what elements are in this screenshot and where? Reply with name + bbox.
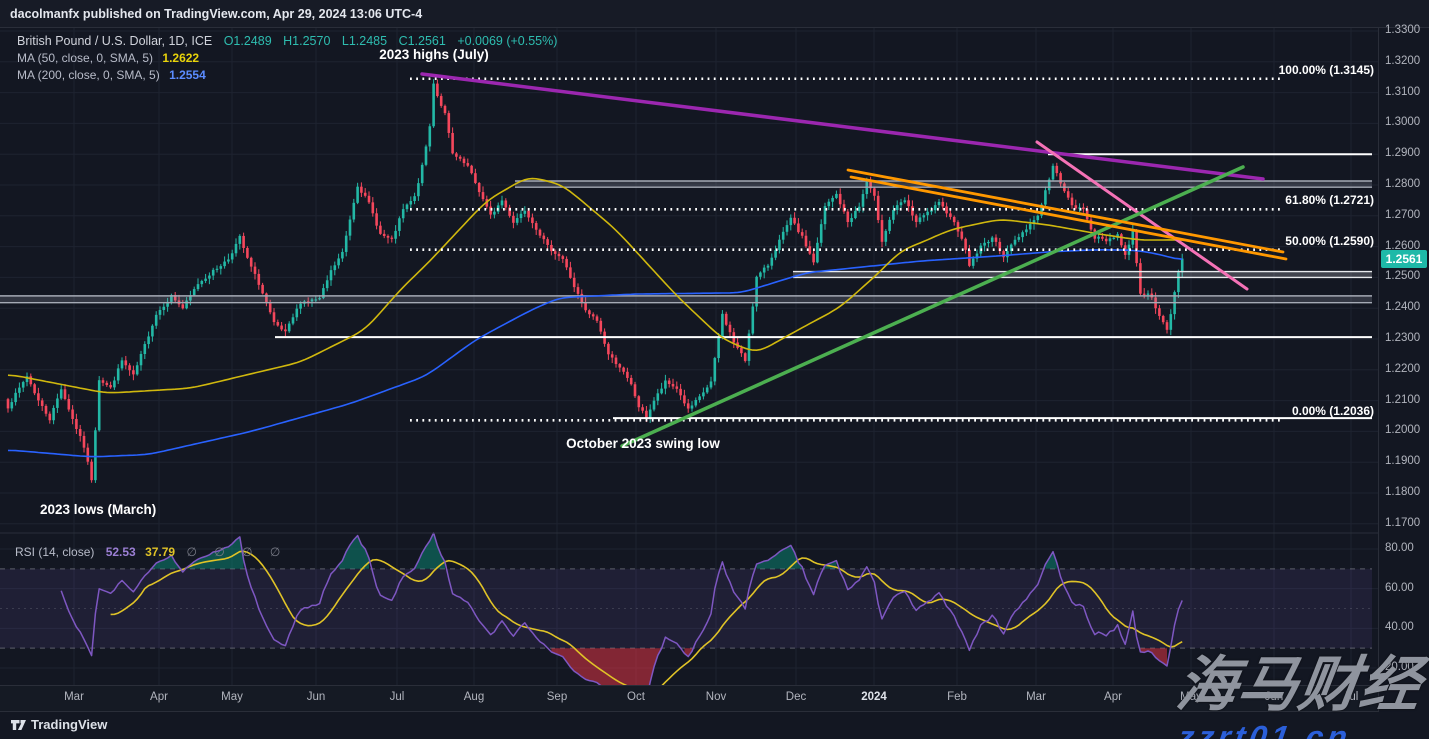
time-tick-label: Jun [1264, 691, 1284, 703]
rsi-overbought-fill [414, 532, 445, 569]
price-tick-label: 1.3100 [1385, 85, 1421, 98]
rsi-overbought-fill [152, 555, 179, 569]
time-tick-label: Jul [1343, 691, 1359, 703]
uptrend-from-october-low[interactable] [620, 165, 1245, 448]
rsi-tick-label: 60.00 [1385, 581, 1414, 594]
price-tick-label: 1.2000 [1385, 424, 1421, 437]
tradingview-logo-icon [11, 720, 26, 730]
downtrend-from-2023-highs[interactable] [420, 72, 1265, 181]
rsi-label: RSI (14, close) [15, 545, 95, 559]
price-tick-label: 1.3000 [1385, 116, 1421, 129]
publish-info-bar: dacolmanfx published on TradingView.com,… [0, 0, 1429, 28]
rsi-line[interactable] [60, 532, 1183, 699]
ma200-label: MA (200, close, 0, SMA, 5) [17, 68, 160, 82]
price-tick-label: 1.2700 [1385, 208, 1421, 221]
price-tick-label: 1.3200 [1385, 54, 1421, 67]
price-axis[interactable]: 1.2561 1.3300 1.3200 1.3100 1.3000 1.2900 1.2… [1378, 24, 1429, 712]
price-tick-label: 1.2200 [1385, 362, 1421, 375]
rsi-tick-label: 20.00 [1385, 660, 1414, 673]
rsi-oversold-fill [551, 648, 662, 685]
zone-1p28[interactable] [515, 180, 1372, 188]
zone-1p2430[interactable] [0, 295, 1372, 304]
time-tick-label: Mar [64, 691, 84, 703]
price-tick-label: 1.2900 [1385, 147, 1421, 160]
time-tick-label: Oct [627, 691, 645, 703]
ma200-line[interactable] [7, 249, 1183, 458]
time-tick-label: Mar [1026, 691, 1046, 703]
rsi-placeholder-values: ∅ ∅ ∅ ∅ [186, 545, 288, 559]
symbol-title: British Pound / U.S. Dollar, 1D, ICE [17, 34, 213, 48]
symbol-legend-row[interactable]: British Pound / U.S. Dollar, 1D, ICE O1.… [17, 33, 557, 49]
publish-info-text: dacolmanfx published on TradingView.com,… [10, 7, 423, 21]
tradingview-logo[interactable]: TradingView [10, 716, 107, 733]
time-tick-label: Nov [705, 691, 727, 703]
rsi-oversold-fill [1140, 648, 1167, 666]
time-tick-label: Feb [947, 691, 967, 703]
rsi-ma-value: 37.79 [145, 545, 176, 559]
rsi-overbought-fill [186, 536, 244, 569]
change-value: +0.0069 (+0.55%) [457, 34, 558, 48]
ohlc-high: H1.2570 [283, 34, 331, 48]
time-tick-label: May [1180, 691, 1202, 703]
time-axis[interactable]: Mar Apr May Jun Jul Aug Sep Oct Nov Dec 2024 Feb Mar… [0, 685, 1378, 712]
ma50-line[interactable] [7, 177, 1183, 394]
price-tick-label: 1.2500 [1385, 270, 1421, 283]
current-price-label: 1.2561 [1381, 249, 1427, 268]
ma50-legend-row[interactable]: MA (50, close, 0, SMA, 5) 1.2622 [17, 50, 557, 66]
footer-bar: TradingView [0, 713, 1429, 739]
price-tick-label: 1.2800 [1385, 178, 1421, 190]
ma50-value: 1.2622 [162, 51, 200, 65]
time-tick-label: 2024 [861, 691, 887, 703]
price-tick-label: 1.2600 [1385, 239, 1421, 252]
ma200-legend-row[interactable]: MA (200, close, 0, SMA, 5) 1.2554 [17, 67, 557, 83]
time-tick-label: May [221, 691, 243, 703]
candlestick-series [6, 79, 1184, 483]
price-tick-label: 1.2300 [1385, 332, 1421, 344]
price-tick-label: 1.1700 [1385, 516, 1421, 529]
time-tick-label: Aug [463, 691, 485, 703]
plot-area[interactable] [0, 28, 1378, 699]
ma50-label: MA (50, close, 0, SMA, 5) [17, 51, 154, 65]
price-tick-label: 1.1900 [1385, 455, 1421, 468]
orange-channel-upper[interactable] [846, 168, 1285, 254]
price-tick-label: 1.1800 [1385, 486, 1421, 498]
ohlc-close: C1.2561 [398, 34, 446, 48]
time-tick-label: Sep [546, 691, 568, 703]
ohlc-open: O1.2489 [223, 34, 272, 48]
rsi-tick-label: 40.00 [1385, 621, 1414, 634]
price-tick-label: 1.2100 [1385, 393, 1421, 406]
rsi-overbought-fill [756, 545, 803, 569]
time-tick-label: Apr [150, 691, 168, 703]
time-tick-label: Jun [306, 691, 326, 703]
rsi-overbought-fill [338, 535, 369, 569]
time-tick-label: Apr [1104, 691, 1122, 703]
price-tick-label: 1.2400 [1385, 301, 1421, 314]
orange-channel-lower[interactable] [849, 175, 1288, 261]
rsi-tick-label: 80.00 [1385, 542, 1414, 554]
time-tick-label: Dec [785, 691, 807, 703]
rsi-value: 52.53 [105, 545, 136, 559]
ma200-value: 1.2554 [169, 68, 206, 82]
tradingview-logo-text: TradingView [31, 717, 108, 732]
rsi-ma-line[interactable] [110, 550, 1183, 692]
time-tick-label: Jul [389, 691, 405, 703]
ohlc-low: L1.2485 [341, 34, 388, 48]
zone-1p2510[interactable] [793, 270, 1372, 279]
steep-downtrend-pink[interactable] [1035, 140, 1249, 291]
price-tick-label: 1.3300 [1385, 24, 1421, 36]
main-legend: British Pound / U.S. Dollar, 1D, ICE O1.… [17, 33, 557, 83]
rsi-legend-row[interactable]: RSI (14, close) 52.53 37.79 ∅ ∅ ∅ ∅ [15, 545, 287, 559]
